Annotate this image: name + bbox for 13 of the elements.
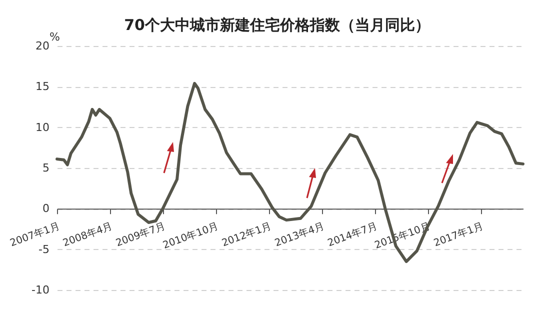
y-tick-label: -5 (38, 242, 50, 256)
y-tick-label: 15 (36, 80, 50, 94)
y-tick-label: 5 (42, 162, 50, 174)
x-tick-label: 2008年4月 (61, 220, 114, 250)
y-axis-title: % (50, 30, 60, 44)
y-tick-label: 20 (36, 40, 50, 52)
x-tick-label: 2017年1月 (432, 220, 485, 250)
y-tick-label: 0 (42, 202, 50, 216)
x-tick-label: 2013年4月 (273, 220, 326, 250)
x-tick-label: 2012年1月 (220, 220, 274, 250)
chart-title: 70个大中城市新建住宅价格指数（当月同比） (124, 16, 430, 34)
y-tick-label: 10 (36, 120, 50, 134)
y-tick-label: -10 (32, 284, 50, 296)
